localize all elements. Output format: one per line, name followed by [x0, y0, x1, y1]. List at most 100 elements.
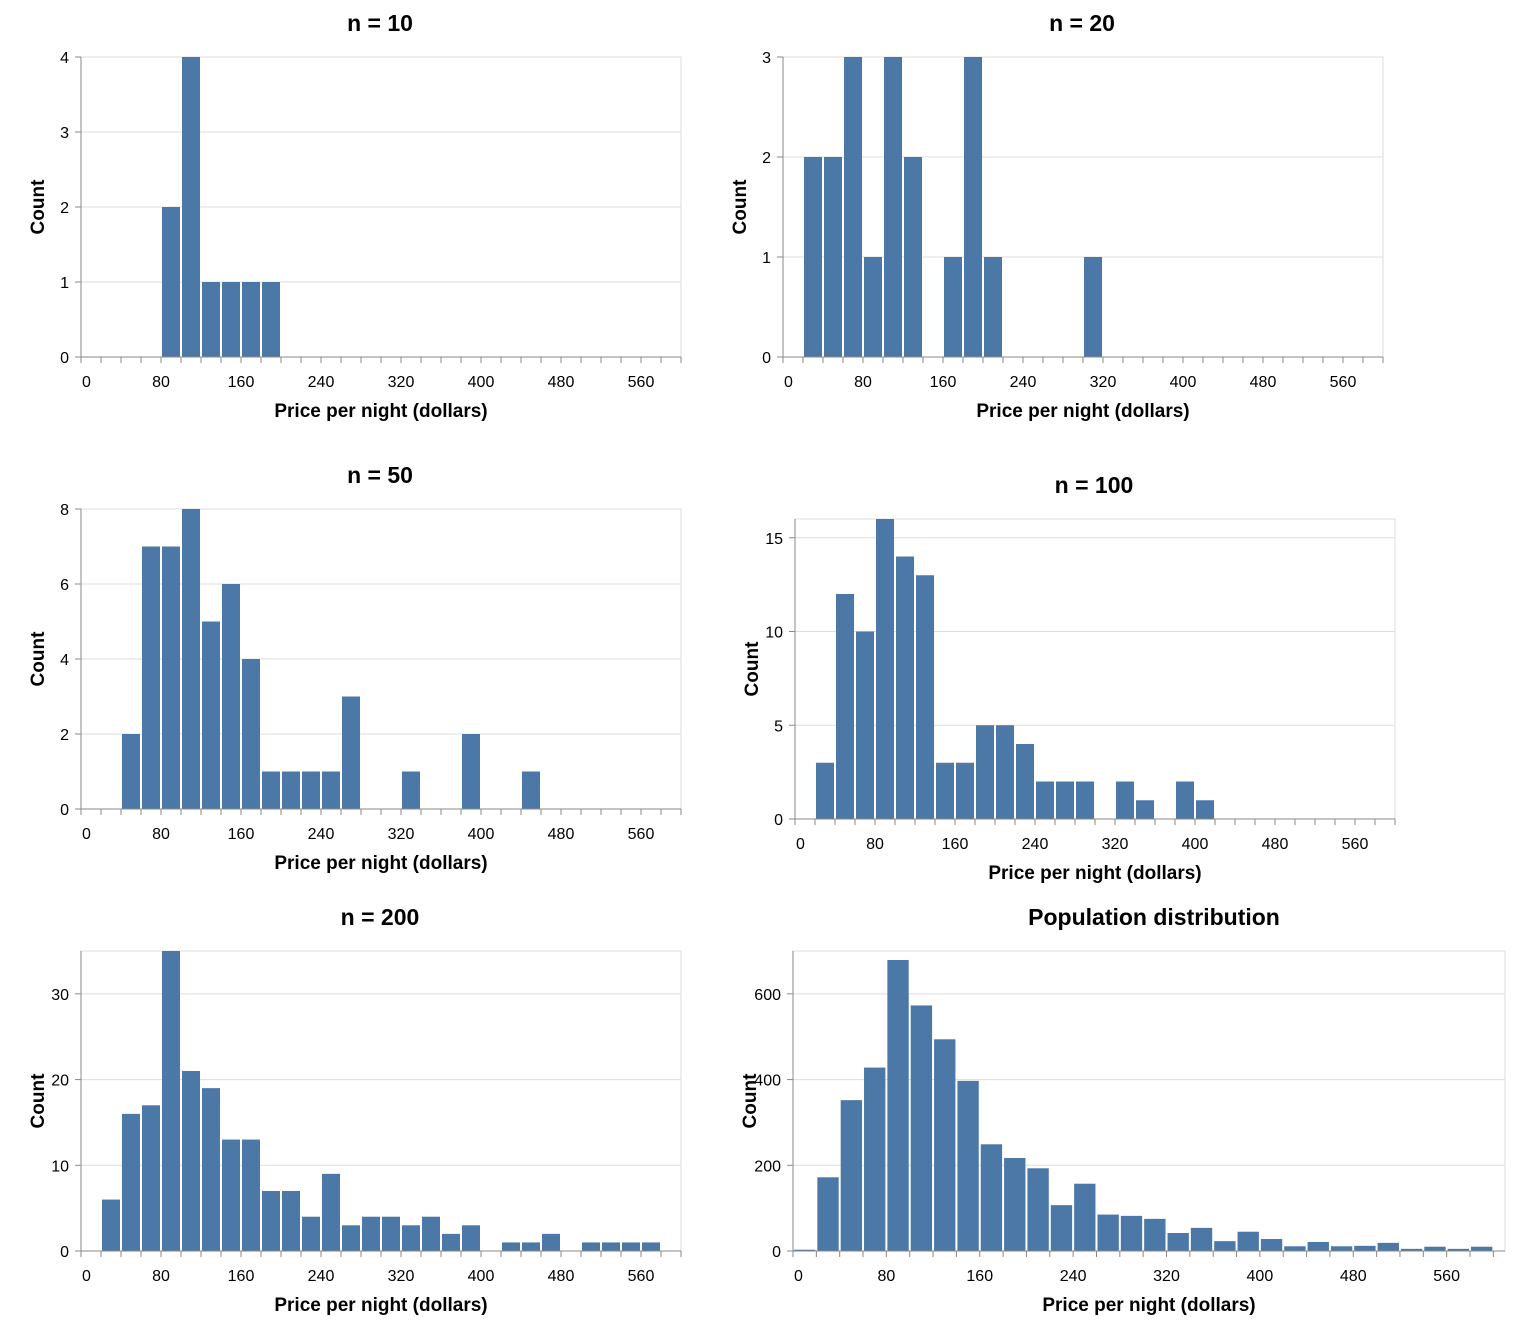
- histogram-bar: [1056, 781, 1074, 819]
- histogram-bar: [996, 725, 1014, 819]
- x-tick-label: 160: [228, 1268, 255, 1285]
- chart-svg-n10: 0 1 2 3 4 0 80 160 240 320 400 480 560 Price per nigh…: [28, 10, 682, 422]
- histogram-bar: [936, 762, 954, 819]
- histogram-bar: [142, 1105, 160, 1251]
- y-axis-title: Count: [28, 631, 49, 687]
- x-tick-label: 80: [152, 1268, 170, 1285]
- y-tick-label: 3: [762, 50, 771, 67]
- histogram-bar: [362, 1216, 380, 1251]
- histogram-bar: [836, 594, 854, 819]
- x-axis-title: Price per night (dollars): [1042, 1295, 1255, 1316]
- histogram-bar: [1260, 1239, 1283, 1251]
- histogram-bar: [222, 282, 240, 357]
- histogram-bar: [602, 1242, 620, 1251]
- histogram-bar: [322, 1173, 340, 1251]
- histogram-bar: [1400, 1248, 1423, 1251]
- histogram-bar: [642, 1242, 660, 1251]
- histogram-bar: [1330, 1246, 1353, 1251]
- y-tick-label: 10: [51, 1158, 69, 1175]
- y-tick-label: 0: [772, 1244, 781, 1261]
- x-tick-label: 320: [1153, 1268, 1180, 1285]
- x-tick-label: 400: [468, 1268, 495, 1285]
- x-tick-label: 320: [388, 826, 415, 843]
- histogram-bar: [402, 771, 420, 809]
- histogram-bar: [1136, 800, 1154, 819]
- x-tick-label: 560: [628, 826, 655, 843]
- x-tick-label: 560: [628, 374, 655, 391]
- histogram-bar: [1097, 1214, 1119, 1251]
- x-tick-label: 160: [966, 1268, 993, 1285]
- y-tick-label: 15: [765, 531, 783, 548]
- histogram-bar: [202, 621, 220, 809]
- x-tick-label: 240: [1022, 836, 1049, 853]
- y-axis-title: Count: [28, 179, 49, 235]
- histogram-n10: 0 1 2 3 4 0 80 160 240 320 400 480 560 Price per nigh…: [0, 0, 740, 440]
- histogram-bar: [816, 762, 834, 819]
- y-tick-label: 10: [765, 625, 783, 642]
- y-tick-label: 2: [60, 200, 69, 217]
- x-tick-label: 560: [1330, 374, 1357, 391]
- histogram-bar: [1116, 781, 1134, 819]
- x-tick-label: 480: [548, 374, 575, 391]
- x-tick-label: 0: [796, 836, 805, 853]
- histogram-bar: [956, 762, 974, 819]
- histogram-bar: [422, 1216, 440, 1251]
- x-axis-title: Price per night (dollars): [274, 401, 487, 422]
- histogram-bar: [1036, 781, 1054, 819]
- x-tick-label: 240: [308, 374, 335, 391]
- x-tick-label: 560: [1433, 1268, 1460, 1285]
- histogram-bar: [442, 1233, 460, 1251]
- histogram-bar: [222, 584, 240, 809]
- histogram-bar: [262, 771, 280, 809]
- y-tick-label: 1: [60, 275, 69, 292]
- x-tick-label: 80: [152, 374, 170, 391]
- histogram-bar: [1307, 1242, 1329, 1251]
- histogram-bar: [542, 1233, 560, 1251]
- histogram-bar: [817, 1177, 839, 1251]
- histogram-bar: [1084, 257, 1102, 357]
- x-axis-title: Price per night (dollars): [274, 853, 487, 874]
- histogram-bar: [916, 575, 934, 819]
- x-tick-label: 240: [1010, 374, 1037, 391]
- y-tick-label: 2: [762, 150, 771, 167]
- x-axis-title: Price per night (dollars): [976, 401, 1189, 422]
- histogram-bar: [844, 57, 862, 357]
- histogram-bar: [1050, 1205, 1073, 1251]
- x-tick-label: 400: [468, 826, 495, 843]
- histogram-bar: [804, 157, 822, 357]
- x-tick-label: 480: [1340, 1268, 1367, 1285]
- histogram-bar: [984, 257, 1002, 357]
- histogram-bar: [1214, 1241, 1236, 1251]
- histogram-bar: [1074, 1183, 1096, 1251]
- histogram-population: 0 200 400 600 0 80 160 240 320 400 480 560 Price per…: [712, 894, 1518, 1326]
- histogram-bar: [582, 1242, 600, 1251]
- histogram-bar: [522, 771, 540, 809]
- histogram-bar: [1167, 1233, 1189, 1251]
- x-tick-label: 560: [628, 1268, 655, 1285]
- y-tick-label: 4: [60, 652, 69, 669]
- y-tick-label: 5: [774, 718, 783, 735]
- y-tick-label: 20: [51, 1073, 69, 1090]
- histogram-bar: [934, 1039, 956, 1251]
- histogram-bar: [202, 1088, 220, 1251]
- histogram-bar: [1284, 1246, 1306, 1251]
- histogram-bar: [1237, 1231, 1259, 1251]
- x-tick-label: 320: [388, 1268, 415, 1285]
- histogram-bar: [1016, 744, 1034, 819]
- histogram-bar: [122, 734, 140, 809]
- histogram-bar: [122, 1113, 140, 1251]
- y-tick-label: 0: [762, 350, 771, 367]
- x-tick-label: 80: [854, 374, 872, 391]
- x-tick-label: 80: [866, 836, 884, 853]
- histogram-n200: 0 10 20 30 0 80 160 240 320 400 480 560 Price per ni…: [0, 894, 740, 1326]
- x-tick-label: 0: [82, 826, 91, 843]
- x-tick-label: 160: [942, 836, 969, 853]
- x-tick-label: 0: [794, 1268, 803, 1285]
- histogram-bar: [302, 771, 320, 809]
- x-tick-label: 480: [1262, 836, 1289, 853]
- y-tick-label: 30: [51, 987, 69, 1004]
- x-axis-title: Price per night (dollars): [274, 1295, 487, 1316]
- histogram-bar: [1027, 1168, 1049, 1251]
- x-tick-label: 320: [1102, 836, 1129, 853]
